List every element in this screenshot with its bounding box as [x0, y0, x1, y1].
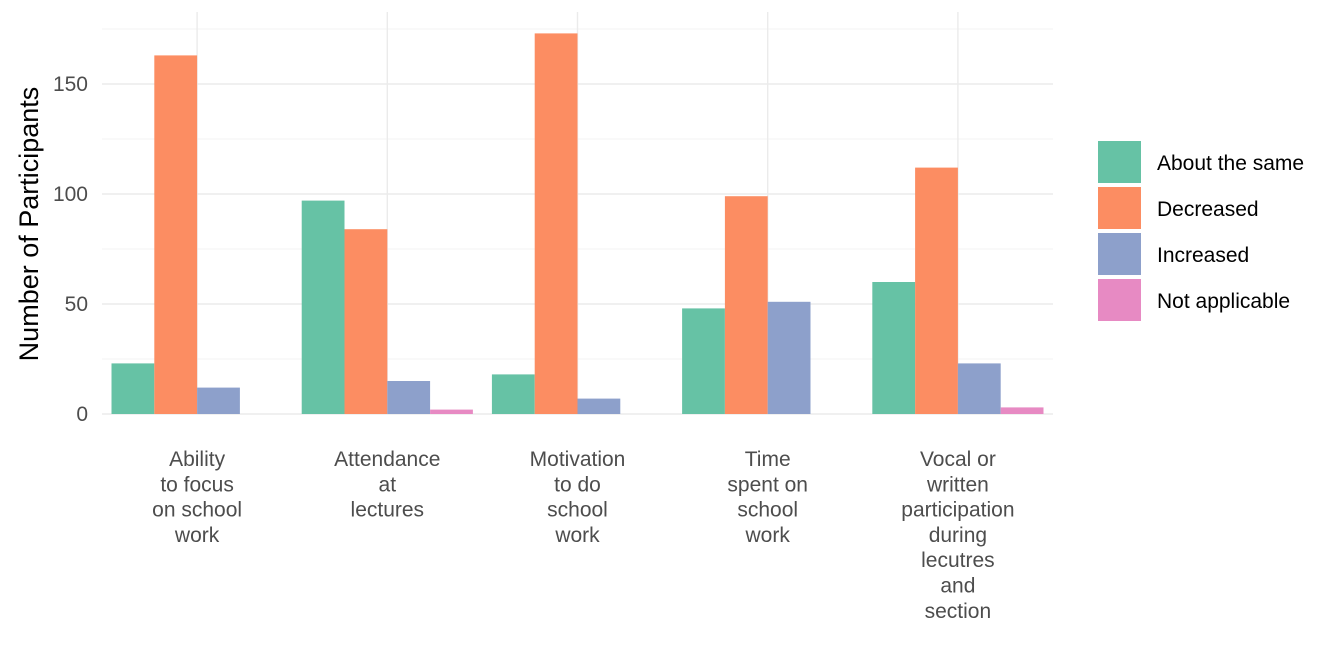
legend: About the same Decreased Increased Not appl…	[1098, 141, 1304, 321]
bar	[430, 409, 473, 414]
bar	[682, 308, 725, 414]
bar	[577, 398, 621, 414]
legend-swatch	[1098, 279, 1141, 321]
bar	[872, 282, 916, 414]
x-tick-label: Time spent on school work	[727, 448, 808, 547]
bar	[957, 363, 1001, 414]
bar	[767, 301, 811, 414]
x-tick-label: Attendance at lectures	[334, 448, 440, 522]
bar	[111, 363, 155, 414]
y-tick-label: 150	[53, 73, 88, 96]
legend-swatch	[1098, 141, 1141, 183]
bar	[534, 33, 578, 415]
x-tick-label: Ability to focus on school work	[152, 448, 242, 547]
legend-label: Decreased	[1157, 198, 1259, 221]
legend-swatch	[1098, 233, 1141, 275]
bar	[915, 167, 958, 414]
x-tick-label: Motivation to do school work	[530, 448, 626, 547]
y-tick-label: 0	[76, 403, 88, 426]
bar	[344, 229, 388, 414]
bar	[491, 374, 535, 414]
y-tick-label: 100	[53, 183, 88, 206]
bar	[154, 55, 198, 415]
legend-label: Increased	[1157, 244, 1249, 267]
y-tick-label: 50	[65, 293, 88, 316]
legend-label: About the same	[1157, 152, 1304, 175]
bar	[387, 381, 431, 414]
bars	[111, 33, 1044, 415]
legend-label: Not applicable	[1157, 290, 1290, 313]
legend-swatch	[1098, 187, 1141, 229]
x-tick-label: Vocal or written participation during lecutr…	[901, 448, 1014, 623]
bar	[197, 387, 240, 414]
x-axis-ticks: Ability to focus on school work Attendance at…	[152, 448, 1014, 623]
y-axis-ticks: 0 50 100 150	[53, 73, 88, 426]
y-axis-title: Number of Participants	[14, 87, 44, 362]
bar	[301, 200, 345, 414]
bar	[1000, 407, 1044, 414]
bar	[724, 196, 768, 414]
